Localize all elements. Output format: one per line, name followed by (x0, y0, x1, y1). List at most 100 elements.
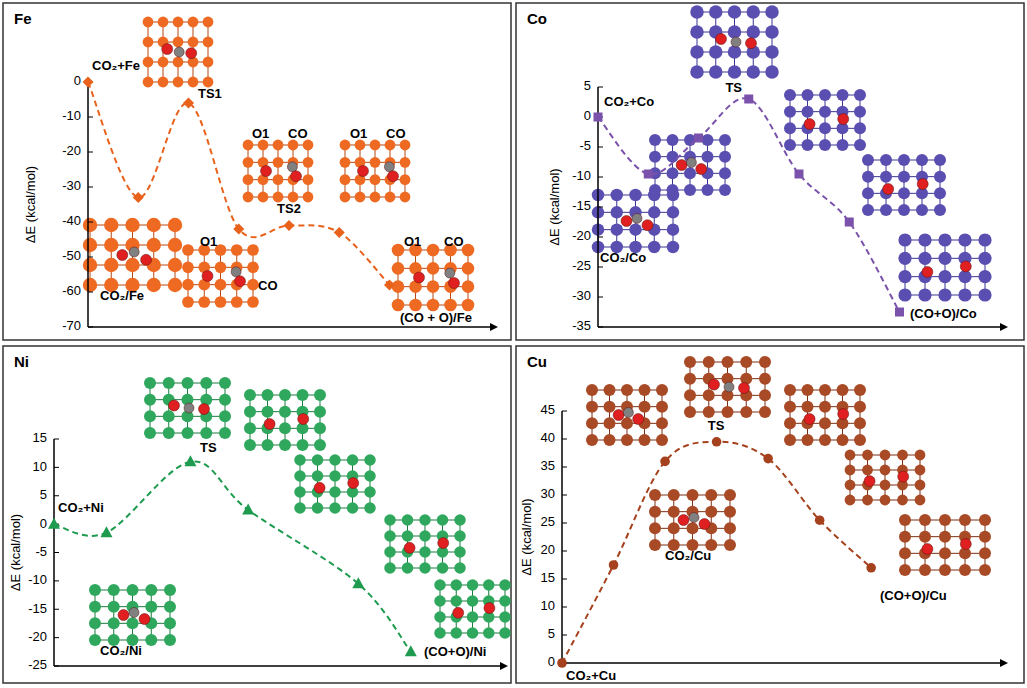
inset-atom (690, 5, 704, 19)
inset-atom (400, 192, 411, 203)
inset-atom (104, 258, 118, 272)
inset-adsorbate (898, 471, 909, 482)
inset-atom (402, 530, 414, 542)
inset-atom (862, 495, 873, 506)
inset-atom (854, 89, 866, 101)
inset-ground (598, 195, 673, 247)
inset-atom (434, 595, 446, 607)
inset-adsorbate (186, 48, 197, 59)
annotation: TS1 (198, 86, 222, 101)
inset-atom (279, 422, 291, 434)
inset-atom (219, 427, 231, 439)
inset-atom (802, 384, 814, 396)
inset-atom (611, 223, 623, 235)
annotation: O1 (404, 234, 421, 249)
y-tick (562, 495, 567, 496)
inset-atom (649, 522, 661, 534)
inset-atom (747, 5, 761, 19)
inset-adsorbate (633, 414, 644, 425)
inset-atom (144, 394, 156, 406)
data-point (48, 518, 60, 529)
y-tick-label: -5 (579, 138, 591, 153)
inset-atom (915, 450, 926, 461)
surface-inset (243, 140, 314, 203)
inset-atom (355, 192, 366, 203)
inset-atom (168, 218, 182, 232)
inset-atom (784, 106, 796, 118)
inset-adsorbate (438, 538, 449, 549)
data-point (845, 218, 854, 227)
inset-atom (899, 531, 911, 543)
inset-atom (244, 422, 256, 434)
inset-atom (329, 470, 341, 482)
inset-grid (148, 22, 149, 82)
inset-atom (939, 547, 951, 559)
inset-atom (684, 373, 696, 385)
plot-data (48, 455, 417, 656)
inset-atom (434, 611, 446, 623)
inset-atom (939, 564, 951, 576)
inset-ground (790, 95, 860, 145)
surface-inset (294, 454, 376, 514)
inset-atom (144, 427, 156, 439)
inset-atom (450, 579, 462, 591)
surface-inset (392, 244, 475, 312)
inset-atom (837, 89, 849, 101)
inset-atom (215, 279, 227, 291)
inset-atom (649, 151, 661, 163)
inset-atom (279, 406, 291, 418)
inset-adsorbate (348, 478, 359, 489)
inset-adsorbate (235, 276, 246, 287)
inset-adsorbate (739, 383, 750, 394)
figure: -70-60-50-40-30-20-100FeΔE (kcal/mol)CO₂… (0, 0, 1027, 688)
inset-atom (880, 465, 891, 476)
inset-atom (862, 465, 873, 476)
inset-atom (784, 122, 796, 134)
inset-atom (979, 531, 991, 543)
inset-adsorbate (621, 216, 632, 227)
inset-grid (370, 460, 371, 508)
y-tick-label: -10 (572, 168, 591, 183)
annotation: CO₂+Cu (566, 668, 616, 683)
inset-atom (108, 584, 120, 596)
inset-atom (724, 489, 736, 501)
inset-atom (667, 241, 679, 253)
inset-grid (390, 520, 391, 568)
inset-atom (173, 37, 184, 48)
data-point (609, 560, 619, 570)
inset-ground (440, 585, 505, 633)
inset-atom (247, 296, 259, 308)
inset-atom (740, 356, 752, 368)
annotation: CO (444, 234, 464, 249)
y-tick (54, 495, 59, 496)
inset-atom (684, 184, 696, 196)
inset-atom (219, 410, 231, 422)
inset-adsorbate (960, 261, 971, 272)
inset-grid (345, 145, 346, 197)
inset-atom (687, 489, 699, 501)
inset-atom (314, 422, 326, 434)
inset-grid (868, 160, 869, 210)
inset-adsorbate (174, 47, 184, 57)
y-tick (562, 411, 567, 412)
inset-atom (978, 233, 991, 246)
inset-atom (203, 17, 214, 28)
inset-grid (335, 460, 336, 508)
inset-atom (668, 522, 680, 534)
inset-atom (454, 514, 466, 526)
inset-atom (918, 252, 931, 265)
annotation: CO (288, 126, 308, 141)
inset-atom (899, 547, 911, 559)
inset-adsorbate (202, 271, 213, 282)
inset-grid (248, 145, 249, 197)
inset-atom (244, 406, 256, 418)
panel: -35-30-25-20-15-10-505CoΔE (kcal/mol)CO₂… (516, 3, 1024, 340)
data-point (100, 526, 112, 537)
inset-atom (108, 617, 120, 629)
inset-adsorbate (883, 184, 894, 195)
inset-atom (958, 288, 971, 301)
inset-atom (837, 434, 849, 446)
inset-atom (639, 434, 651, 446)
inset-atom (765, 45, 779, 59)
inset-atom (355, 140, 366, 151)
